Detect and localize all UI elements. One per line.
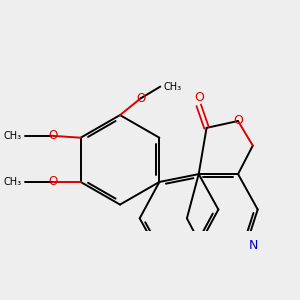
Text: O: O: [48, 129, 57, 142]
Text: N: N: [248, 239, 258, 252]
Text: CH₃: CH₃: [4, 131, 22, 141]
Text: O: O: [48, 176, 57, 188]
Text: CH₃: CH₃: [4, 177, 22, 187]
Text: O: O: [136, 92, 145, 105]
Text: O: O: [233, 115, 243, 128]
Text: CH₃: CH₃: [163, 82, 182, 92]
Text: O: O: [194, 91, 204, 104]
